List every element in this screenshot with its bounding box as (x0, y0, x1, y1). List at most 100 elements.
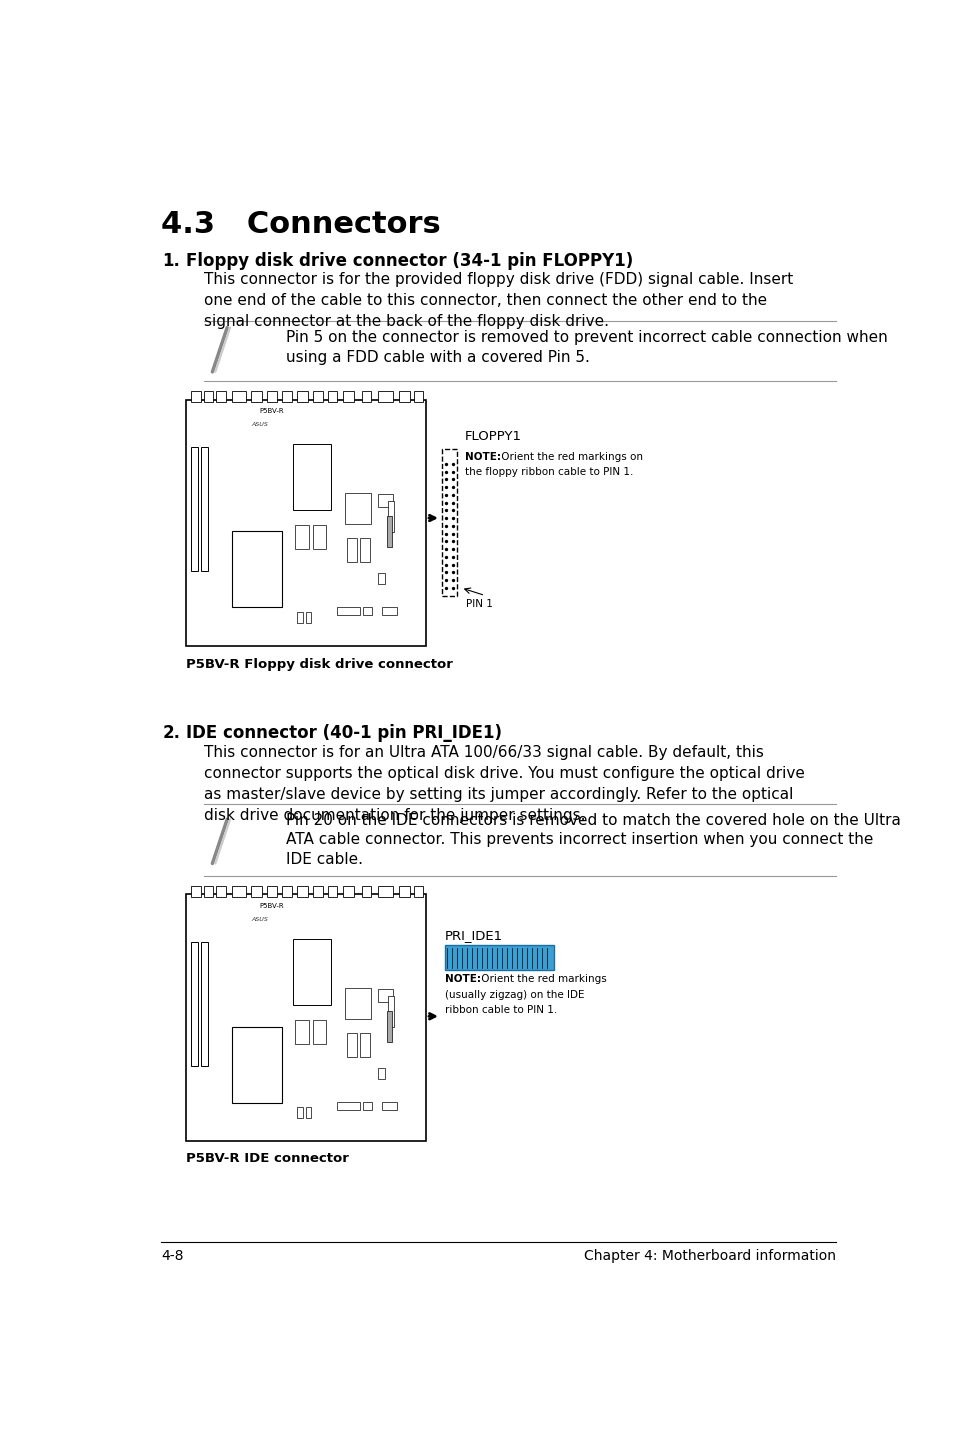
Bar (203, 391, 213, 401)
Bar (413, 886, 423, 897)
Text: Floppy disk drive connector (34-1 pin FLOPPY1): Floppy disk drive connector (34-1 pin FL… (186, 252, 633, 270)
Bar (328, 886, 337, 897)
Bar (232, 886, 246, 897)
Bar (387, 1011, 392, 1041)
Bar (377, 886, 393, 897)
Text: P5BV-R: P5BV-R (259, 408, 284, 414)
Bar (347, 538, 356, 562)
Text: (usually zigzag) on the IDE: (usually zigzag) on the IDE (444, 989, 583, 999)
Text: ASUS: ASUS (251, 421, 268, 427)
Bar (313, 525, 326, 549)
Bar (361, 391, 371, 401)
Text: NOTE:: NOTE: (464, 452, 500, 462)
Text: the floppy ribbon cable to PIN 1.: the floppy ribbon cable to PIN 1. (464, 467, 632, 477)
Bar (216, 886, 226, 897)
Text: Orient the red markings on: Orient the red markings on (497, 452, 642, 462)
Text: Chapter 4: Motherboard information: Chapter 4: Motherboard information (584, 1248, 836, 1263)
Bar (191, 886, 200, 897)
Bar (360, 1032, 370, 1057)
Bar (282, 391, 292, 401)
Bar (363, 607, 372, 615)
Bar (413, 391, 423, 401)
Bar (377, 391, 393, 401)
Bar (328, 391, 337, 401)
Bar (232, 391, 246, 401)
Bar (251, 886, 262, 897)
Bar (313, 391, 322, 401)
Bar (398, 886, 410, 897)
Text: P5BV-R Floppy disk drive connector: P5BV-R Floppy disk drive connector (186, 657, 452, 670)
Text: This connector is for an Ultra ATA 100/66/33 signal cable. By default, this
conn: This connector is for an Ultra ATA 100/6… (204, 745, 804, 823)
Bar (377, 1068, 385, 1080)
Bar (387, 516, 392, 546)
Bar (388, 997, 394, 1027)
Bar (186, 400, 426, 647)
Bar (347, 1032, 356, 1057)
Text: ribbon cable to PIN 1.: ribbon cable to PIN 1. (444, 1005, 557, 1015)
Bar (293, 939, 331, 1005)
Text: Pin 20 on the IDE connectors is removed to match the covered hole on the Ultra: Pin 20 on the IDE connectors is removed … (285, 812, 900, 827)
Bar (377, 574, 385, 584)
Bar (201, 942, 208, 1066)
Bar (361, 886, 371, 897)
Bar (294, 1020, 308, 1044)
Bar (191, 391, 200, 401)
Bar (201, 447, 208, 571)
Text: Pin 5 on the connector is removed to prevent incorrect cable connection when: Pin 5 on the connector is removed to pre… (285, 329, 886, 345)
Bar (444, 945, 554, 969)
Text: IDE connector (40-1 pin PRI_IDE1): IDE connector (40-1 pin PRI_IDE1) (186, 723, 501, 742)
Text: ASUS: ASUS (251, 916, 268, 922)
Text: PIN 1: PIN 1 (465, 598, 493, 608)
Bar (203, 886, 213, 897)
Text: NOTE:: NOTE: (444, 974, 480, 984)
Bar (363, 1102, 372, 1110)
Bar (377, 493, 393, 508)
Bar (293, 444, 331, 510)
Text: This connector is for the provided floppy disk drive (FDD) signal cable. Insert
: This connector is for the provided flopp… (204, 272, 793, 329)
Bar (360, 538, 370, 562)
Bar (267, 391, 276, 401)
Bar (191, 447, 197, 571)
Text: 4-8: 4-8 (161, 1248, 184, 1263)
Bar (337, 1102, 359, 1110)
Text: P5BV-R: P5BV-R (259, 903, 284, 909)
Text: P5BV-R IDE connector: P5BV-R IDE connector (186, 1152, 348, 1165)
Bar (342, 886, 354, 897)
Text: FLOPPY1: FLOPPY1 (464, 430, 521, 443)
Text: 4.3   Connectors: 4.3 Connectors (161, 210, 440, 239)
Bar (251, 391, 262, 401)
Bar (342, 391, 354, 401)
Bar (337, 607, 359, 615)
Bar (216, 391, 226, 401)
Bar (377, 988, 393, 1002)
Bar (191, 942, 197, 1066)
Bar (381, 607, 396, 615)
Bar (313, 1020, 326, 1044)
Bar (296, 1107, 302, 1119)
Text: ATA cable connector. This prevents incorrect insertion when you connect the: ATA cable connector. This prevents incor… (285, 833, 872, 847)
Bar (232, 1027, 282, 1103)
Bar (305, 1107, 311, 1119)
Text: 1.: 1. (162, 252, 180, 270)
Text: using a FDD cable with a covered Pin 5.: using a FDD cable with a covered Pin 5. (285, 349, 589, 365)
Bar (186, 894, 426, 1142)
Text: 2.: 2. (162, 723, 180, 742)
Bar (442, 450, 456, 595)
Bar (294, 525, 308, 549)
Bar (232, 531, 282, 607)
Bar (305, 613, 311, 623)
Bar (313, 886, 322, 897)
Bar (282, 886, 292, 897)
Bar (345, 988, 370, 1018)
Bar (296, 886, 308, 897)
Bar (381, 1102, 396, 1110)
Bar (398, 391, 410, 401)
Bar (296, 391, 308, 401)
Text: PRI_IDE1: PRI_IDE1 (444, 929, 502, 942)
Bar (388, 502, 394, 532)
Bar (345, 493, 370, 523)
Text: IDE cable.: IDE cable. (285, 853, 362, 867)
Bar (267, 886, 276, 897)
Text: Orient the red markings: Orient the red markings (477, 974, 606, 984)
Bar (296, 613, 302, 623)
